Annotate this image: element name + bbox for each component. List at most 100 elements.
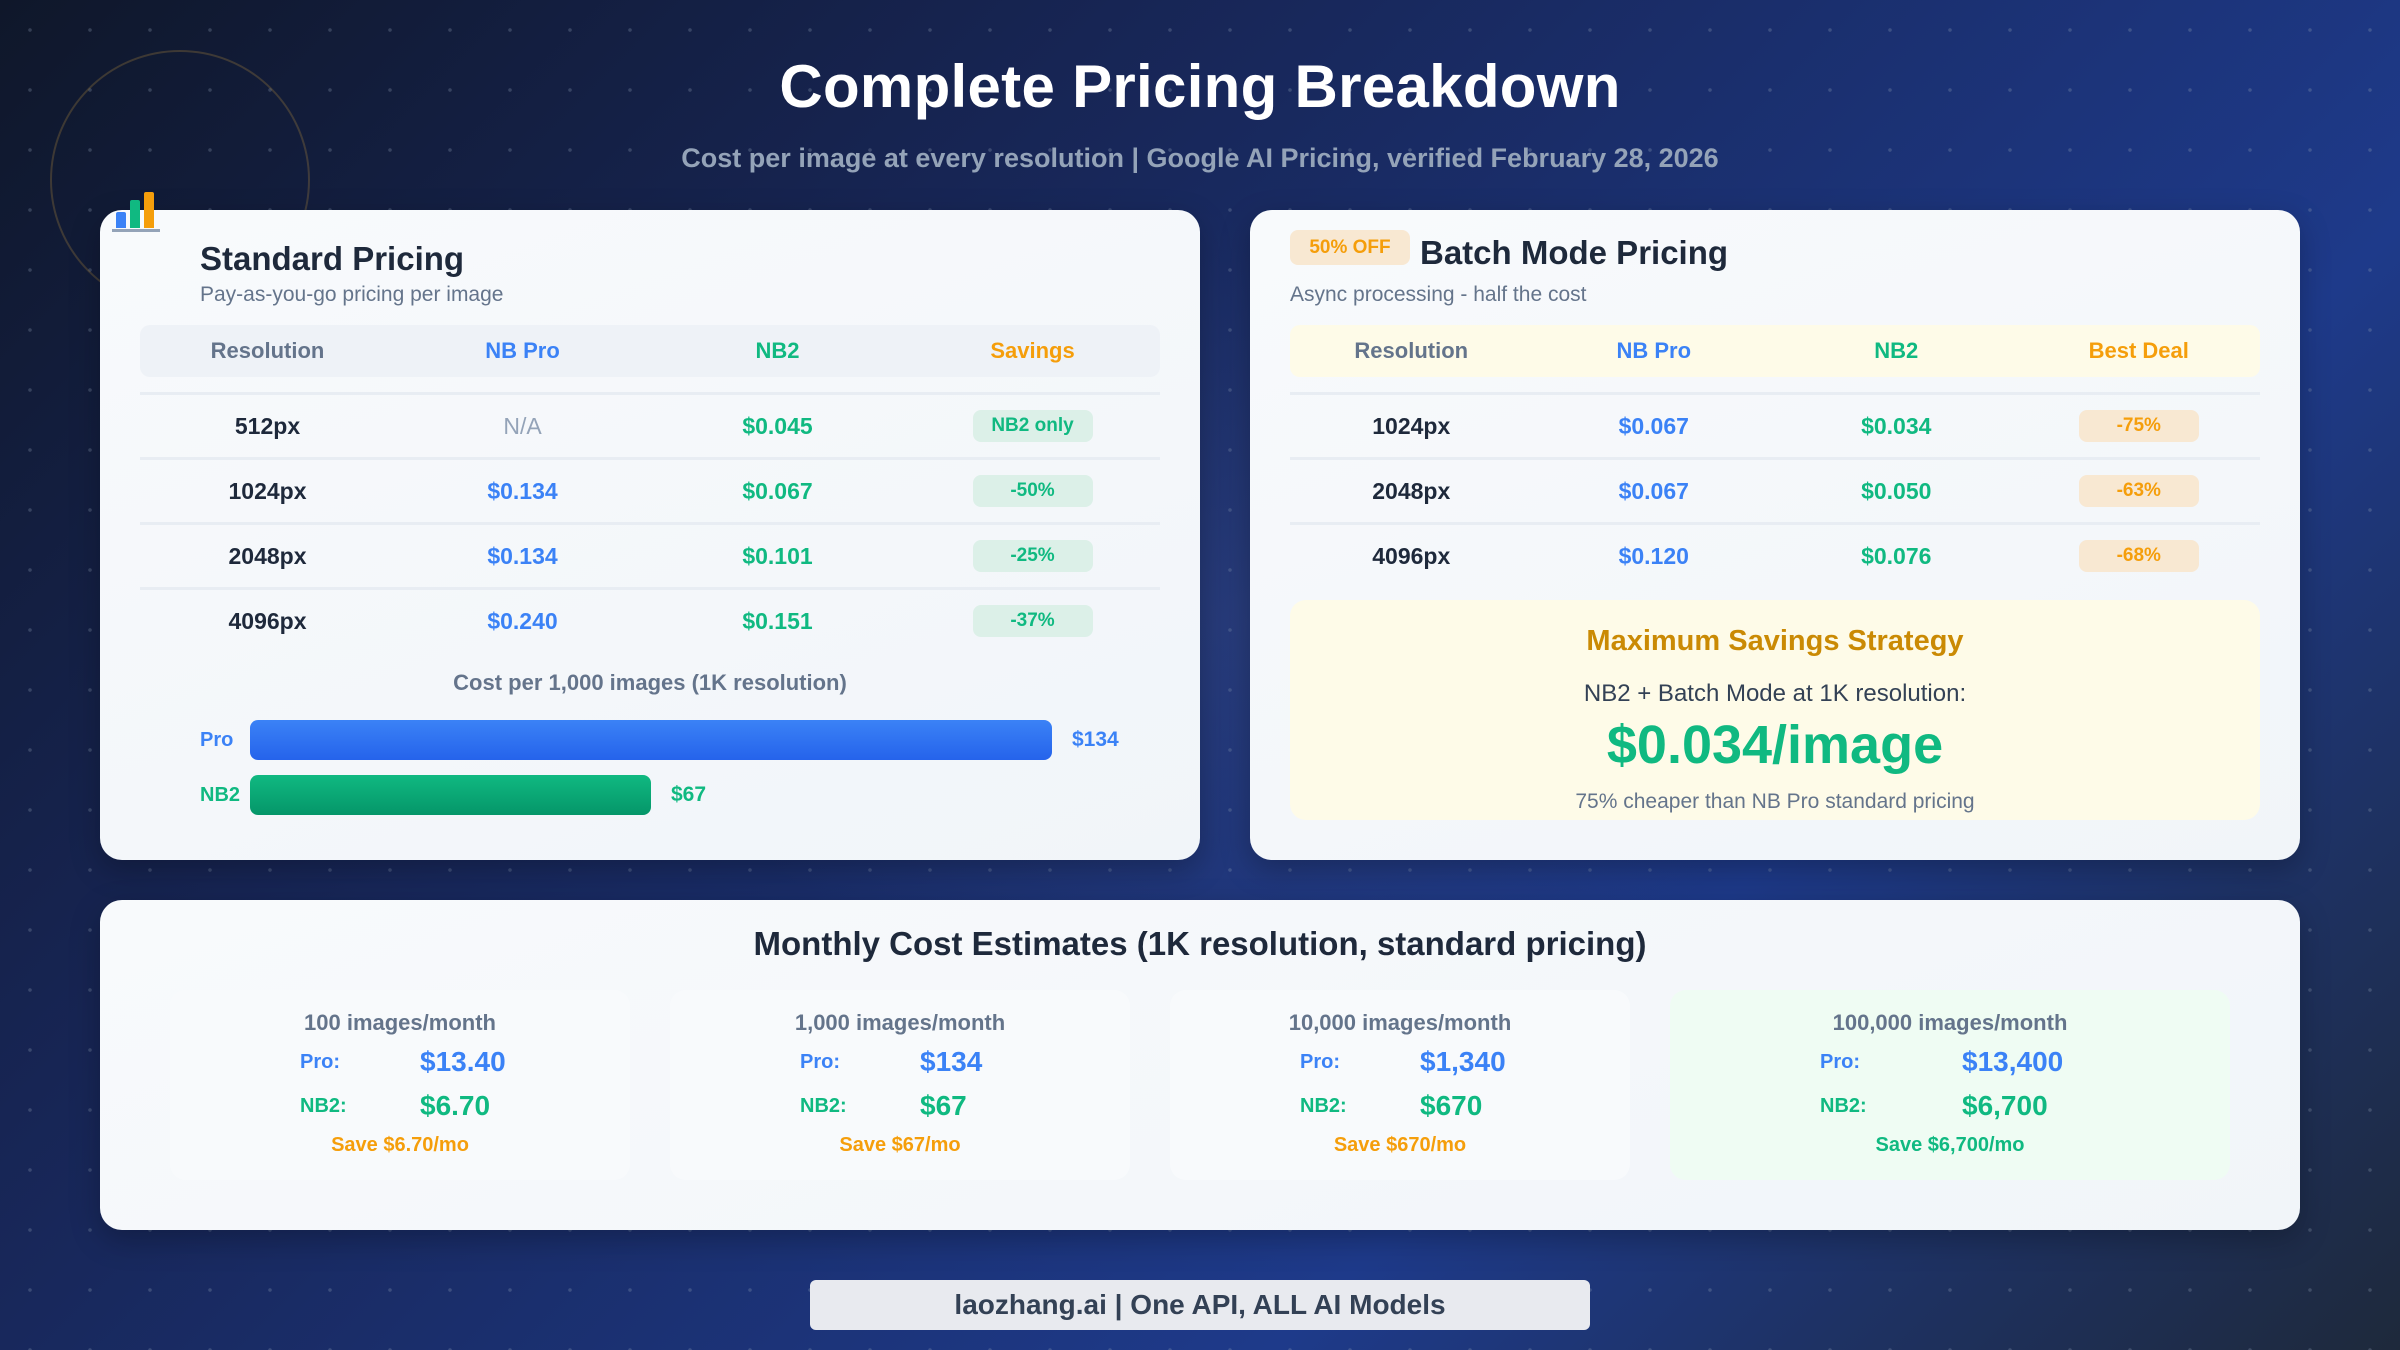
pro-monthly-cost: $13,400 bbox=[1962, 1046, 2064, 1077]
resolution-cell: 1024px bbox=[228, 477, 307, 504]
savings-badge: NB2 only bbox=[972, 410, 1093, 442]
nb2-monthly-cost: $670 bbox=[1420, 1090, 1483, 1121]
standard-pricing-subtitle: Pay-as-you-go pricing per image bbox=[200, 283, 504, 306]
monthly-estimate-100: 100 images/month Pro: $13.40 NB2: $6.70 Sa… bbox=[170, 990, 630, 1180]
nb-pro-price-cell: $0.134 bbox=[487, 477, 558, 504]
monthly-savings: Save $670/mo bbox=[1333, 1134, 1467, 1156]
discount-badge: 50% OFF bbox=[1290, 230, 1410, 265]
monthly-estimates-title: Monthly Cost Estimates (1K resolution, s… bbox=[753, 925, 1647, 962]
pro-label: Pro: bbox=[800, 1051, 840, 1073]
cost-chart-title: Cost per 1,000 images (1K resolution) bbox=[453, 670, 847, 695]
pro-label: Pro: bbox=[300, 1051, 340, 1073]
nb2-price-cell: $0.067 bbox=[742, 477, 813, 504]
nb-pro-price-cell: $0.067 bbox=[1618, 477, 1689, 504]
savings-badge: -50% bbox=[972, 475, 1093, 507]
max-savings-strategy-box: Maximum Savings Strategy NB2 + Batch Mod… bbox=[1290, 600, 2260, 820]
savings-badge: -37% bbox=[972, 605, 1093, 637]
table-header: Resolution NB Pro NB2 Best Deal bbox=[1290, 325, 2260, 377]
nb2-price-cell: $0.076 bbox=[1861, 542, 1932, 569]
strategy-note: 75% cheaper than NB Pro standard pricing bbox=[1575, 790, 1975, 813]
standard-pricing-table: Resolution NB Pro NB2 Savings 512px N/A … bbox=[140, 325, 1160, 652]
monthly-estimate-10000: 10,000 images/month Pro: $1,340 NB2: $670 … bbox=[1170, 990, 1630, 1180]
nb2-price-cell: $0.050 bbox=[1861, 477, 1932, 504]
resolution-cell: 2048px bbox=[228, 542, 307, 569]
nb-pro-price-cell: $0.240 bbox=[487, 607, 558, 634]
page-header: Complete Pricing Breakdown Cost per imag… bbox=[0, 52, 2400, 174]
nb2-monthly-cost: $6,700 bbox=[1962, 1090, 2048, 1121]
column-header-resolution: Resolution bbox=[210, 338, 325, 363]
batch-pricing-card: 50% OFF Batch Mode Pricing Async process… bbox=[1250, 210, 2300, 860]
resolution-cell: 2048px bbox=[1372, 477, 1451, 504]
nb2-price-cell: $0.101 bbox=[742, 542, 813, 569]
nb2-label: NB2: bbox=[1820, 1095, 1867, 1117]
column-header-nb2: NB2 bbox=[1874, 338, 1919, 363]
bar-chart-icon bbox=[112, 190, 162, 232]
nb2-label: NB2: bbox=[1300, 1095, 1347, 1117]
best-deal-badge: -68% bbox=[2078, 540, 2199, 572]
nb2-monthly-cost: $6.70 bbox=[420, 1090, 491, 1121]
bar-fill bbox=[250, 720, 1052, 760]
monthly-savings: Save $6,700/mo bbox=[1875, 1134, 2025, 1156]
table-row: 1024px $0.067 $0.034 -75% bbox=[1290, 392, 2260, 457]
standard-pricing-title: Standard Pricing bbox=[200, 240, 465, 277]
nb-pro-price-cell: N/A bbox=[503, 412, 542, 439]
batch-pricing-table: Resolution NB Pro NB2 Best Deal 1024px $… bbox=[1290, 325, 2260, 587]
nb2-price-cell: $0.045 bbox=[742, 412, 813, 439]
pro-label: Pro: bbox=[1300, 1051, 1340, 1073]
resolution-cell: 4096px bbox=[228, 607, 307, 634]
footer-banner: laozhang.ai | One API, ALL AI Models bbox=[810, 1280, 1590, 1330]
strategy-title: Maximum Savings Strategy bbox=[1586, 625, 1964, 657]
monthly-estimate-1000: 1,000 images/month Pro: $134 NB2: $67 Save… bbox=[670, 990, 1130, 1180]
pro-monthly-cost: $13.40 bbox=[420, 1046, 506, 1077]
monthly-savings: Save $67/mo bbox=[839, 1134, 961, 1156]
monthly-estimate-100000: 100,000 images/month Pro: $13,400 NB2: $6,… bbox=[1670, 990, 2230, 1180]
standard-pricing-card: Standard Pricing Pay-as-you-go pricing p… bbox=[100, 210, 1200, 860]
strategy-price: $0.034/image bbox=[1606, 715, 1944, 775]
bar-value: $67 bbox=[671, 783, 707, 806]
cost-bar-nb2: NB2 $67 bbox=[200, 775, 706, 815]
batch-pricing-title: Batch Mode Pricing bbox=[1420, 234, 1729, 271]
table-row: 1024px $0.134 $0.067 -50% bbox=[140, 457, 1160, 522]
column-header-nb2: NB2 bbox=[755, 338, 800, 363]
nb-pro-price-cell: $0.120 bbox=[1618, 542, 1689, 569]
page-title: Complete Pricing Breakdown bbox=[779, 53, 1621, 120]
table-header: Resolution NB Pro NB2 Savings bbox=[140, 325, 1160, 377]
nb-pro-price-cell: $0.067 bbox=[1618, 412, 1689, 439]
column-header-nb-pro: NB Pro bbox=[485, 338, 560, 363]
volume-label: 100 images/month bbox=[304, 1010, 496, 1035]
nb2-price-cell: $0.034 bbox=[1861, 412, 1932, 439]
resolution-cell: 1024px bbox=[1372, 412, 1451, 439]
page-subtitle: Cost per image at every resolution | Goo… bbox=[681, 143, 1719, 173]
column-header-best-deal: Best Deal bbox=[2088, 338, 2189, 363]
nb-pro-price-cell: $0.134 bbox=[487, 542, 558, 569]
table-row: 512px N/A $0.045 NB2 only bbox=[140, 392, 1160, 457]
batch-pricing-subtitle: Async processing - half the cost bbox=[1290, 283, 1587, 306]
resolution-cell: 512px bbox=[234, 412, 301, 439]
nb2-price-cell: $0.151 bbox=[742, 607, 813, 634]
table-row: 4096px $0.240 $0.151 -37% bbox=[140, 587, 1160, 652]
column-header-nb-pro: NB Pro bbox=[1616, 338, 1692, 363]
pro-monthly-cost: $1,340 bbox=[1420, 1046, 1506, 1077]
table-row: 2048px $0.067 $0.050 -63% bbox=[1290, 457, 2260, 522]
column-header-savings: Savings bbox=[990, 338, 1075, 363]
volume-label: 100,000 images/month bbox=[1832, 1010, 2068, 1035]
nb2-monthly-cost: $67 bbox=[920, 1090, 967, 1121]
monthly-savings: Save $6.70/mo bbox=[331, 1134, 469, 1156]
bar-fill bbox=[250, 775, 651, 815]
resolution-cell: 4096px bbox=[1372, 542, 1451, 569]
nb2-label: NB2: bbox=[800, 1095, 847, 1117]
savings-badge: -25% bbox=[972, 540, 1093, 572]
nb2-label: NB2: bbox=[300, 1095, 347, 1117]
best-deal-badge: -63% bbox=[2078, 475, 2199, 507]
cost-bar-pro: Pro $134 bbox=[200, 720, 1119, 760]
bar-value: $134 bbox=[1072, 728, 1119, 751]
pro-monthly-cost: $134 bbox=[920, 1046, 983, 1077]
bar-label: NB2 bbox=[200, 783, 241, 806]
monthly-estimates-card: Monthly Cost Estimates (1K resolution, s… bbox=[100, 900, 2300, 1230]
bar-label: Pro bbox=[200, 728, 234, 751]
column-header-resolution: Resolution bbox=[1354, 338, 1469, 363]
volume-label: 10,000 images/month bbox=[1288, 1010, 1512, 1035]
table-row: 2048px $0.134 $0.101 -25% bbox=[140, 522, 1160, 587]
strategy-description: NB2 + Batch Mode at 1K resolution: bbox=[1583, 680, 1967, 707]
volume-label: 1,000 images/month bbox=[794, 1010, 1006, 1035]
